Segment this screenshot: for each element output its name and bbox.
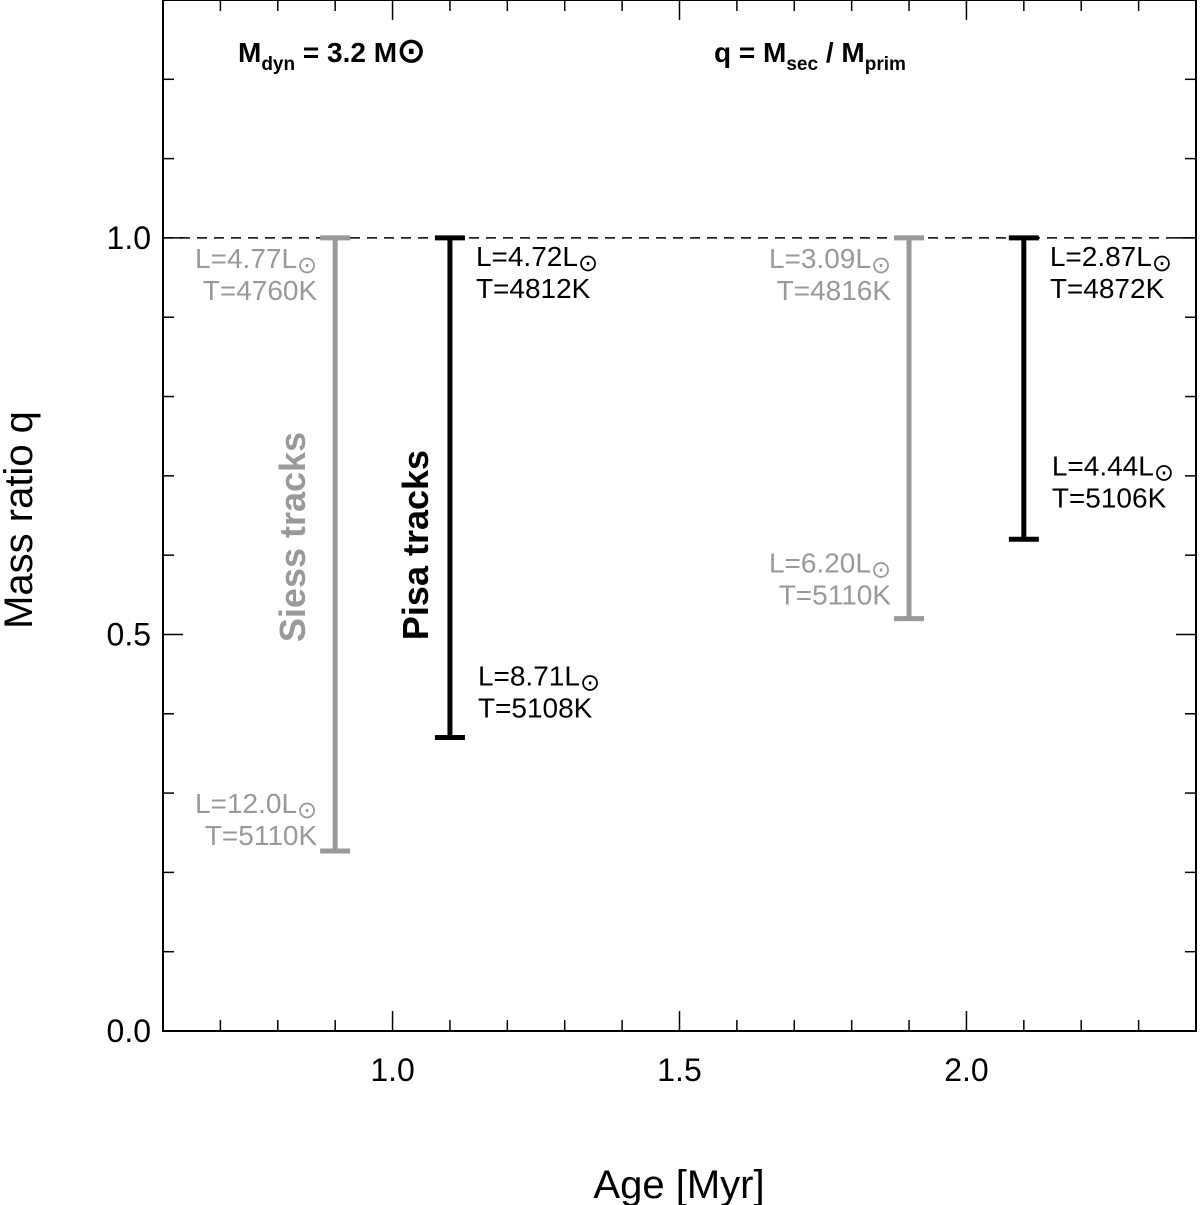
pisa-bar-1-top-label-temperature: T=4812K [476, 273, 591, 304]
x-tick-label: 1.0 [370, 1052, 414, 1088]
siess-bar-1-top-label-luminosity: L=4.77L⊙ [195, 243, 317, 279]
pisa-bar-2-bottom-label-luminosity: L=4.44L⊙ [1052, 450, 1174, 486]
q-definition-annotation: q = Msec / Mprim [714, 37, 906, 75]
y-tick-label: 0.5 [107, 616, 151, 652]
pisa-bar-2-bottom-label-temperature: T=5106K [1052, 482, 1167, 513]
x-tick-label: 1.5 [657, 1052, 701, 1088]
pisa-bar-1-bottom-label-temperature: T=5108K [478, 693, 593, 724]
siess-tracks-label: Siess tracks [272, 432, 313, 642]
mdyn-annotation: Mdyn = 3.2 M⊙ [238, 32, 426, 75]
siess-bar-1-bottom-label-temperature: T=5110K [205, 820, 318, 851]
pisa-bar-1-top-label-luminosity: L=4.72L⊙ [476, 241, 598, 277]
y-tick-label: 0.0 [107, 1013, 151, 1049]
y-axis-label: Mass ratio q [0, 411, 41, 629]
siess-bar-2-top-label-temperature: T=4816K [777, 275, 892, 306]
siess-bar-2-bottom-label-temperature: T=5110K [779, 580, 892, 611]
x-tick-label: 2.0 [944, 1052, 988, 1088]
pisa-tracks-label: Pisa tracks [395, 450, 436, 640]
plot-frame [162, 0, 1197, 1032]
siess-bar-1-top-label-temperature: T=4760K [203, 275, 318, 306]
pisa-bar-1-bottom-label-luminosity: L=8.71L⊙ [478, 661, 600, 697]
y-tick-label: 1.0 [107, 220, 151, 256]
siess-bar-2-top-label-luminosity: L=3.09L⊙ [769, 243, 891, 279]
siess-bar-2-bottom-label-luminosity: L=6.20L⊙ [769, 548, 891, 584]
siess-bar-1-bottom-label-luminosity: L=12.0L⊙ [195, 788, 317, 824]
pisa-bar-2-top-label-temperature: T=4872K [1050, 273, 1165, 304]
pisa-bar-2-top-label-luminosity: L=2.87L⊙ [1050, 241, 1172, 277]
x-axis-label: Age [Myr] [593, 1163, 764, 1205]
